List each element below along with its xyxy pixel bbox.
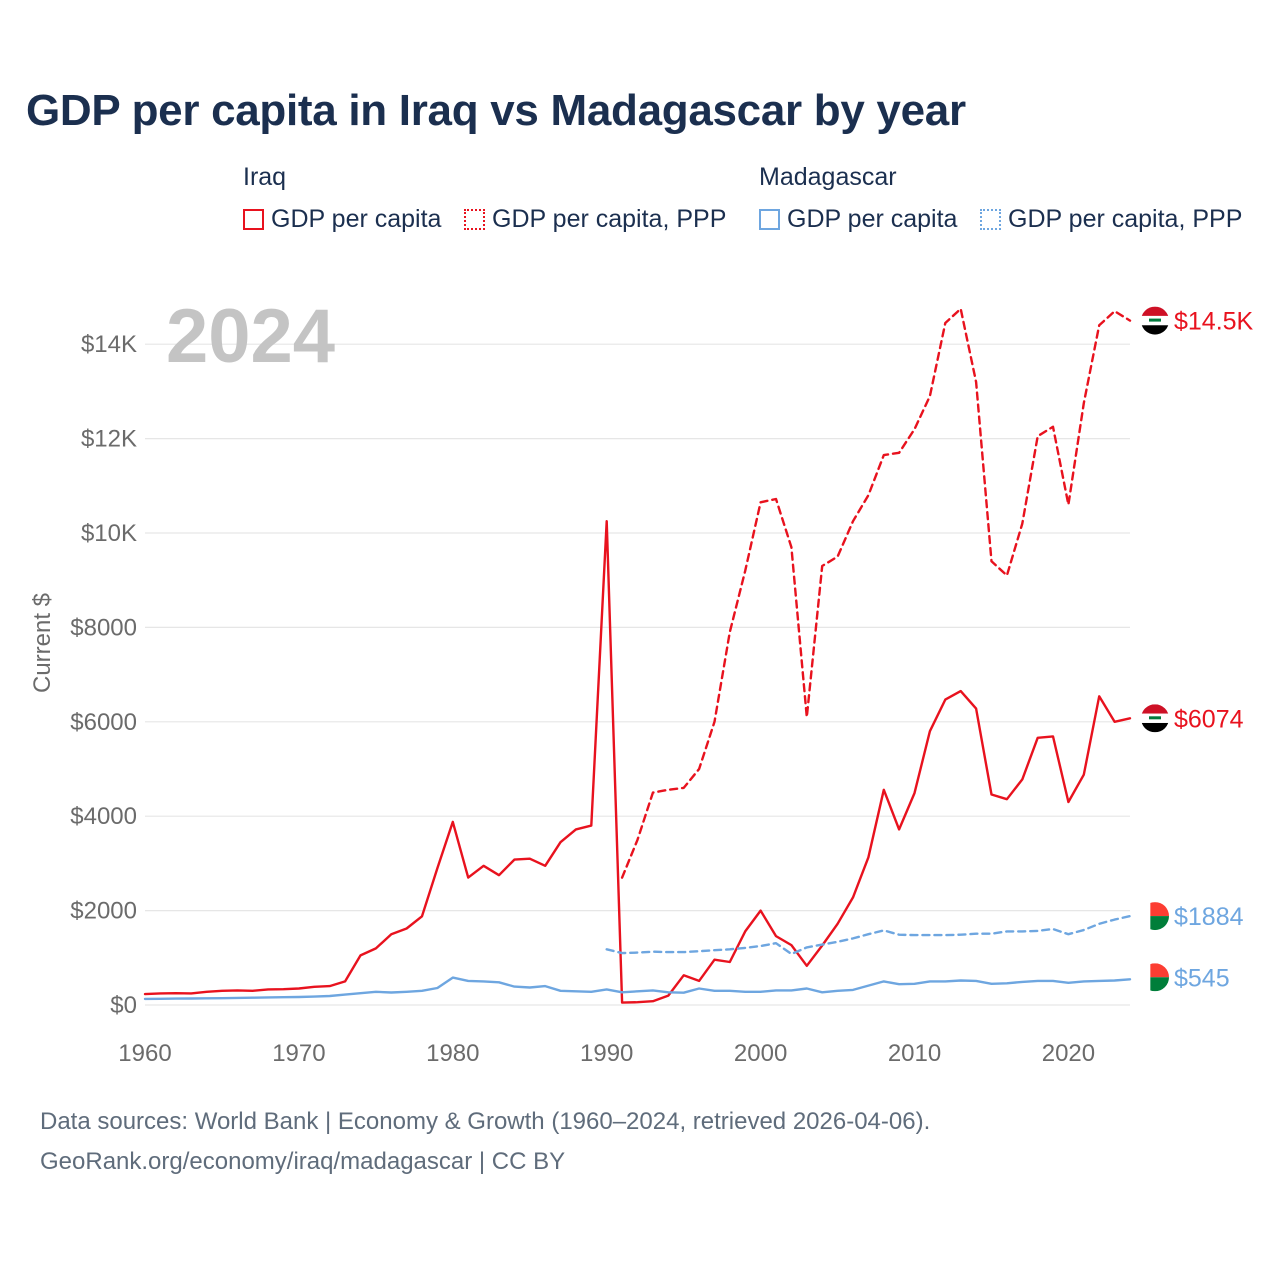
legend-label-iraq-gdp: GDP per capita [271, 204, 442, 233]
y-tick-label: $14K [81, 331, 137, 358]
legend-group-iraq: Iraq [243, 163, 287, 191]
y-tick-label: $12K [81, 426, 137, 453]
y-tick-label: $10K [81, 520, 137, 547]
x-tick-layer: 1960 1970 1980 1990 2000 2010 2020 [118, 1040, 1095, 1067]
legend-madagascar-gdp-ppp[interactable]: GDP per capita, PPP [980, 204, 1242, 234]
end-value-label: $1884 [1174, 903, 1244, 931]
y-tick-label: $4000 [70, 803, 137, 830]
x-tick-label: 1960 [118, 1040, 171, 1067]
madagascar-flag-icon [1141, 963, 1169, 992]
legend-swatch-iraq-gdp-ppp [464, 208, 485, 230]
x-tick-label: 1970 [272, 1040, 325, 1067]
legend-label-madagascar-gdp-ppp: GDP per capita, PPP [1008, 204, 1243, 233]
y-tick-layer: $0 $2000 $4000 $6000 $8000 $10K $12K $14K [70, 331, 137, 1019]
iraq-flag-icon [1141, 306, 1169, 335]
legend-iraq-gdp[interactable]: GDP per capita [243, 204, 441, 234]
series-layer [143, 307, 1132, 1004]
chart-title: GDP per capita in Iraq vs Madagascar by … [26, 86, 966, 135]
footer-link[interactable]: GeoRank.org/economy/iraq/madagascar | CC… [40, 1148, 566, 1175]
x-tick-label: 2000 [734, 1040, 787, 1067]
series-line-iraq-gdp-per-capita[interactable] [143, 520, 1132, 1004]
grid-layer [145, 343, 1130, 1006]
y-tick-label: $2000 [70, 898, 137, 925]
legend-label-madagascar-gdp: GDP per capita [787, 204, 958, 233]
series-line-madagascar-gdp-per-capita-ppp[interactable] [605, 914, 1132, 956]
y-axis-title: Current $ [29, 593, 56, 693]
legend-label-iraq-gdp-ppp: GDP per capita, PPP [492, 204, 727, 233]
legend-iraq-gdp-ppp[interactable]: GDP per capita, PPP [464, 204, 726, 234]
legend-madagascar-gdp[interactable]: GDP per capita [759, 204, 957, 234]
series-line-iraq-gdp-per-capita-ppp[interactable] [620, 307, 1132, 879]
y-tick-label: $6000 [70, 709, 137, 736]
x-tick-label: 2010 [888, 1040, 941, 1067]
legend-swatch-madagascar-gdp [759, 208, 780, 230]
iraq-flag-icon [1141, 704, 1169, 733]
end-label-layer: $6074 $14.5K $545 $1884 [1141, 306, 1254, 992]
series-line-madagascar-gdp-per-capita[interactable] [143, 976, 1132, 1001]
y-tick-label: $8000 [70, 614, 137, 641]
end-value-label: $545 [1174, 964, 1230, 992]
end-value-label: $14.5K [1174, 308, 1254, 336]
legend-swatch-madagascar-gdp-ppp [980, 208, 1001, 230]
end-value-label: $6074 [1174, 705, 1244, 733]
x-tick-label: 1980 [426, 1040, 479, 1067]
x-tick-label: 2020 [1042, 1040, 1095, 1067]
madagascar-flag-icon [1141, 902, 1169, 931]
y-tick-label: $0 [110, 992, 137, 1019]
x-tick-label: 1990 [580, 1040, 633, 1067]
legend-swatch-iraq-gdp [243, 208, 264, 230]
legend-group-madagascar: Madagascar [759, 163, 897, 191]
year-watermark: 2024 [166, 294, 335, 379]
footer-sources: Data sources: World Bank | Economy & Gro… [40, 1108, 931, 1135]
